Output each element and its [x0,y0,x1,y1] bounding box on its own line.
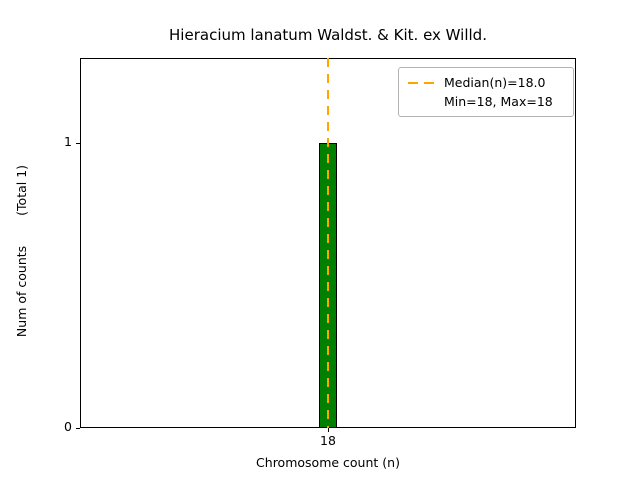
ytick-label-0: 0 [64,419,72,434]
xtick-label-18: 18 [320,433,336,448]
ytick-mark-1 [76,142,80,144]
ytick-mark-0 [76,427,80,429]
median-line [327,58,329,428]
legend-entry-minmax: Min=18, Max=18 [408,92,564,111]
legend-median-label: Median(n)=18.0 [444,75,546,90]
ytick-label-1: 1 [64,134,72,150]
y-axis-label: Num of counts (Total 1) [12,51,30,451]
xtick-mark-18 [327,428,329,432]
chart-title: Hieracium lanatum Waldst. & Kit. ex Will… [169,26,487,44]
legend-entry-median: Median(n)=18.0 [408,73,564,92]
legend-box: Median(n)=18.0 Min=18, Max=18 [398,67,574,117]
y-axis-label-text: Num of counts [13,245,29,338]
legend-minmax-label: Min=18, Max=18 [444,94,553,109]
median-dashed-line-sample [408,81,436,84]
x-axis-label: Chromosome count (n) [256,455,400,470]
y-axis-total-annotation: (Total 1) [13,164,29,216]
